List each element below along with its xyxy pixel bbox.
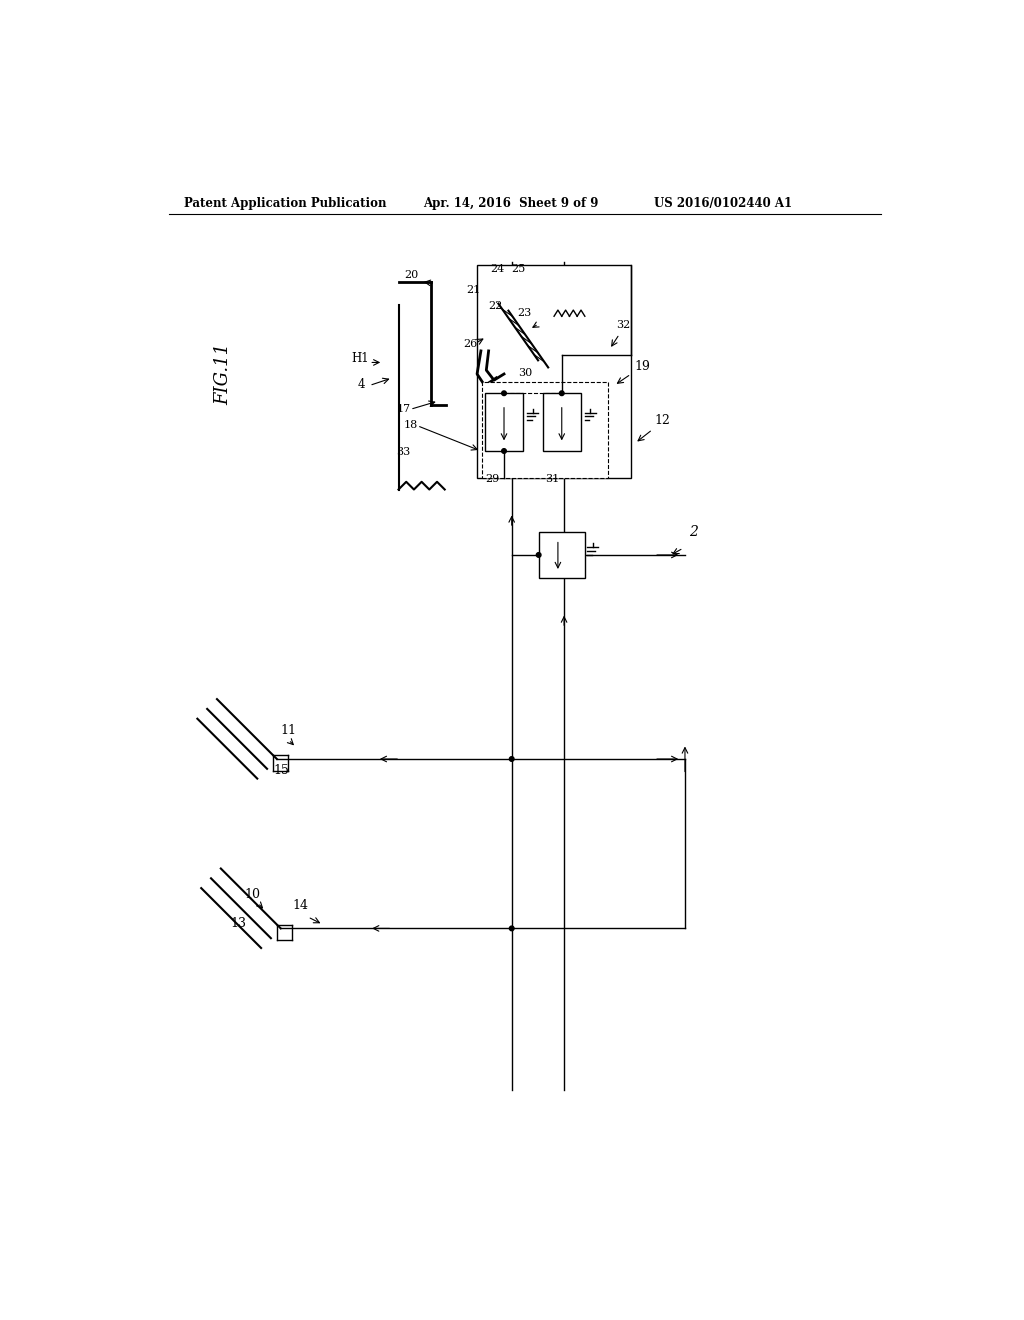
Text: FIG.11: FIG.11 [214, 343, 232, 405]
Bar [539, 532, 585, 578]
Text: 22: 22 [487, 301, 502, 310]
Text: 33: 33 [396, 447, 411, 457]
Bar [543, 393, 581, 451]
Text: 31: 31 [545, 474, 559, 484]
Text: Apr. 14, 2016  Sheet 9 of 9: Apr. 14, 2016 Sheet 9 of 9 [423, 197, 599, 210]
Circle shape [559, 391, 564, 396]
Circle shape [537, 553, 541, 557]
Text: 21: 21 [466, 285, 480, 296]
Bar [482, 381, 608, 478]
Circle shape [502, 391, 506, 396]
Text: H1: H1 [351, 352, 370, 366]
Text: 19: 19 [635, 360, 651, 374]
Text: 29: 29 [485, 474, 500, 484]
Text: 10: 10 [245, 887, 260, 900]
Text: 15: 15 [273, 764, 289, 777]
Text: 11: 11 [281, 725, 297, 738]
Circle shape [509, 927, 514, 931]
Text: 30: 30 [518, 368, 532, 379]
Text: 4: 4 [357, 378, 366, 391]
Text: 26: 26 [463, 339, 477, 348]
Text: 24: 24 [490, 264, 505, 273]
Text: 25: 25 [512, 264, 526, 273]
Bar [477, 264, 631, 478]
Bar [484, 393, 523, 451]
Text: 18: 18 [403, 420, 418, 430]
Text: 23: 23 [517, 309, 531, 318]
Text: 13: 13 [230, 917, 247, 929]
Text: 20: 20 [404, 269, 419, 280]
Text: Patent Application Publication: Patent Application Publication [184, 197, 387, 210]
Text: 17: 17 [396, 404, 411, 414]
Text: 12: 12 [654, 414, 670, 428]
Circle shape [502, 449, 506, 453]
Text: US 2016/0102440 A1: US 2016/0102440 A1 [654, 197, 793, 210]
Text: 32: 32 [615, 319, 630, 330]
Text: 2: 2 [689, 525, 697, 539]
Text: 14: 14 [292, 899, 308, 912]
Circle shape [509, 756, 514, 762]
